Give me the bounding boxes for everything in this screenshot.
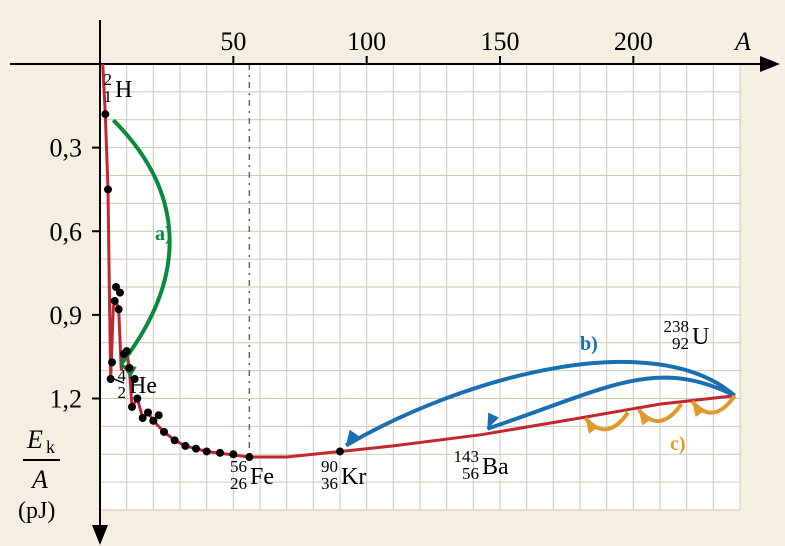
data-point xyxy=(116,289,124,297)
data-point xyxy=(107,375,115,383)
data-point xyxy=(108,358,116,366)
data-point xyxy=(144,408,152,416)
data-point xyxy=(336,447,344,455)
data-point xyxy=(111,297,119,305)
y-tick: 0,9 xyxy=(50,301,83,330)
nuclide-z: 36 xyxy=(321,474,338,493)
chart-svg: 50100150200A0,30,60,91,2EkA(pJ)a)b)c)21H… xyxy=(0,0,785,546)
nuclide-symbol: H xyxy=(115,77,132,103)
nuclide-symbol: He xyxy=(129,373,157,399)
data-point xyxy=(192,445,200,453)
x-tick: 150 xyxy=(481,27,520,56)
y-axis-label-denominator: A xyxy=(30,465,48,494)
data-point xyxy=(115,305,123,313)
nuclide-symbol: Fe xyxy=(250,464,274,490)
nuclide-z: 56 xyxy=(462,464,479,483)
data-point xyxy=(181,442,189,450)
nuclide-z: 26 xyxy=(230,474,247,493)
data-point xyxy=(128,403,136,411)
y-tick: 0,3 xyxy=(50,134,83,163)
data-point xyxy=(101,110,109,118)
data-point xyxy=(125,364,133,372)
label-c: c) xyxy=(670,433,686,455)
x-tick: 50 xyxy=(220,27,246,56)
nuclide-symbol: Kr xyxy=(341,464,366,490)
nuclide-z: 2 xyxy=(118,383,127,402)
y-axis-label-numerator: E xyxy=(26,425,43,454)
label-a: a) xyxy=(155,223,172,245)
data-point xyxy=(123,347,131,355)
binding-energy-chart: 50100150200A0,30,60,91,2EkA(pJ)a)b)c)21H… xyxy=(0,0,785,546)
x-axis-label: A xyxy=(733,27,751,56)
label-b: b) xyxy=(580,333,598,355)
nuclide-symbol: Ba xyxy=(482,454,509,480)
data-point xyxy=(155,411,163,419)
data-point xyxy=(171,436,179,444)
data-point xyxy=(104,185,112,193)
y-tick: 0,6 xyxy=(50,217,83,246)
y-tick: 1,2 xyxy=(50,385,83,414)
data-point xyxy=(160,428,168,436)
nuclide-z: 1 xyxy=(104,87,113,106)
y-axis-unit: (pJ) xyxy=(18,498,55,524)
nuclide-symbol: U xyxy=(692,324,709,350)
data-point xyxy=(203,447,211,455)
x-tick: 200 xyxy=(614,27,653,56)
x-tick: 100 xyxy=(347,27,386,56)
y-axis-label-sub: k xyxy=(46,437,55,457)
nuclide-z: 92 xyxy=(672,334,689,353)
data-point xyxy=(216,449,224,457)
